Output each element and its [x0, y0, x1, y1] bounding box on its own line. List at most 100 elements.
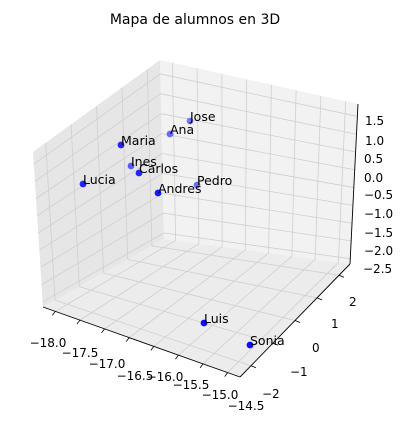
x-tick-label: −15.0 — [202, 388, 239, 402]
grid-line-x-back — [244, 79, 248, 250]
grid-line-z — [36, 133, 162, 217]
point-label: Ana — [170, 122, 194, 137]
x-tick-mark — [224, 372, 229, 377]
x-tick-label: −16.5 — [117, 369, 154, 383]
grid-line-z-back — [160, 73, 358, 117]
grid-line-z — [41, 212, 164, 285]
grid-line-y-side — [45, 142, 56, 301]
z-tick-label: −2.5 — [363, 262, 392, 276]
point-label: Andres — [158, 181, 201, 196]
x-tick-label: −17.5 — [62, 346, 99, 360]
grid-line-x-back — [337, 101, 347, 263]
point-marker — [117, 141, 125, 149]
grid-line-z — [38, 153, 163, 234]
grid-line-z-back — [162, 153, 354, 188]
grid-line-z-back — [161, 133, 355, 171]
grid-line-z — [34, 93, 161, 182]
grid-line-x-back — [171, 62, 177, 241]
z-tick-label: −1.5 — [364, 226, 393, 240]
grid-line-z-back — [163, 212, 352, 242]
x-tick-label: −16.0 — [147, 370, 184, 384]
grid-line-z-back — [162, 172, 353, 206]
z-tick-label: −2.0 — [364, 244, 393, 258]
y-tick-mark — [294, 320, 301, 323]
x-tick-label: −15.5 — [173, 378, 210, 392]
x-axis-line — [42, 306, 241, 378]
y-tick-mark — [250, 365, 257, 369]
y-tick-label: 1 — [331, 317, 339, 331]
y-tick-mark — [338, 274, 345, 278]
point-label: Pedro — [197, 173, 232, 188]
y-tick-label: −2 — [262, 387, 280, 401]
axes-panes — [33, 60, 358, 377]
grid-line-y — [79, 286, 274, 344]
x-tick-mark — [76, 319, 81, 325]
x-tick-label: −14.5 — [228, 399, 265, 413]
y-tick-label: −1 — [290, 365, 308, 379]
point-label: Carlos — [139, 161, 178, 176]
x-tick-label: −18.0 — [30, 336, 67, 350]
y-tick-label: 0 — [312, 341, 320, 355]
z-tick-label: −0.5 — [364, 188, 393, 202]
x-tick-mark — [199, 363, 204, 369]
grid-line-y — [103, 272, 296, 321]
grid-line-z — [40, 192, 164, 268]
side-pane — [33, 60, 164, 307]
x-tick-mark — [101, 328, 105, 334]
back-pane — [160, 60, 358, 264]
grid-line-z-back — [163, 232, 351, 260]
grid-line-y-side — [121, 87, 129, 260]
grid-line-z-back — [162, 192, 353, 224]
grid-line-z — [39, 173, 163, 251]
point-marker — [127, 162, 135, 170]
x-tick-mark — [175, 354, 179, 360]
point-label: Jose — [189, 109, 216, 124]
point-label: Ines — [131, 154, 157, 169]
point-label: Luis — [204, 311, 229, 326]
point-marker — [200, 319, 208, 327]
point-label: Sonia — [250, 333, 285, 348]
grid-line-z — [33, 73, 161, 165]
y-tick-mark — [316, 297, 323, 301]
grid-line-x-back — [196, 68, 200, 244]
z-tick-label: −1.0 — [364, 207, 393, 221]
point-marker — [246, 341, 254, 349]
y-tick-label: 2 — [349, 295, 357, 309]
point-marker — [79, 180, 87, 188]
grid-line-y-side — [96, 105, 104, 274]
grid-line-y — [151, 245, 340, 276]
tick-labels: −18.0−17.5−17.0−16.5−16.0−15.5−15.0−14.5… — [30, 114, 394, 413]
grid-line-z-back — [160, 93, 357, 135]
grid-line-x-back — [314, 95, 322, 260]
grid-lines — [33, 62, 358, 373]
z-tick-label: 1.0 — [365, 134, 384, 148]
x-tick-mark — [125, 337, 130, 342]
point-label: Maria — [121, 133, 156, 148]
grid-line-x-back — [291, 90, 297, 257]
chart-title: Mapa de alumnos en 3D — [110, 12, 280, 28]
grid-line-z — [42, 232, 165, 303]
point-marker — [186, 117, 194, 125]
x-tick-mark — [150, 346, 155, 351]
z-tick-label: 0.0 — [364, 171, 383, 185]
grid-line-y-side — [70, 124, 80, 287]
z-tick-label: 0.5 — [364, 152, 383, 166]
point-marker — [135, 169, 143, 177]
x-tick-label: −17.0 — [89, 357, 126, 371]
z-tick-label: 1.5 — [365, 114, 384, 128]
y-tick-mark — [272, 342, 279, 346]
grid-line-x-back — [268, 84, 272, 254]
point-marker — [166, 130, 174, 138]
z-axis-line — [349, 103, 359, 265]
grid-line-y — [54, 299, 252, 367]
grid-line-z-back — [161, 113, 356, 153]
grid-line-y-side — [146, 69, 153, 246]
point-label: Lucia — [83, 172, 116, 187]
point-marker — [193, 181, 201, 189]
point-marker — [154, 189, 162, 197]
grid-line-z — [35, 113, 162, 199]
grid-line-y — [127, 259, 318, 299]
x-tick-mark — [51, 311, 56, 316]
